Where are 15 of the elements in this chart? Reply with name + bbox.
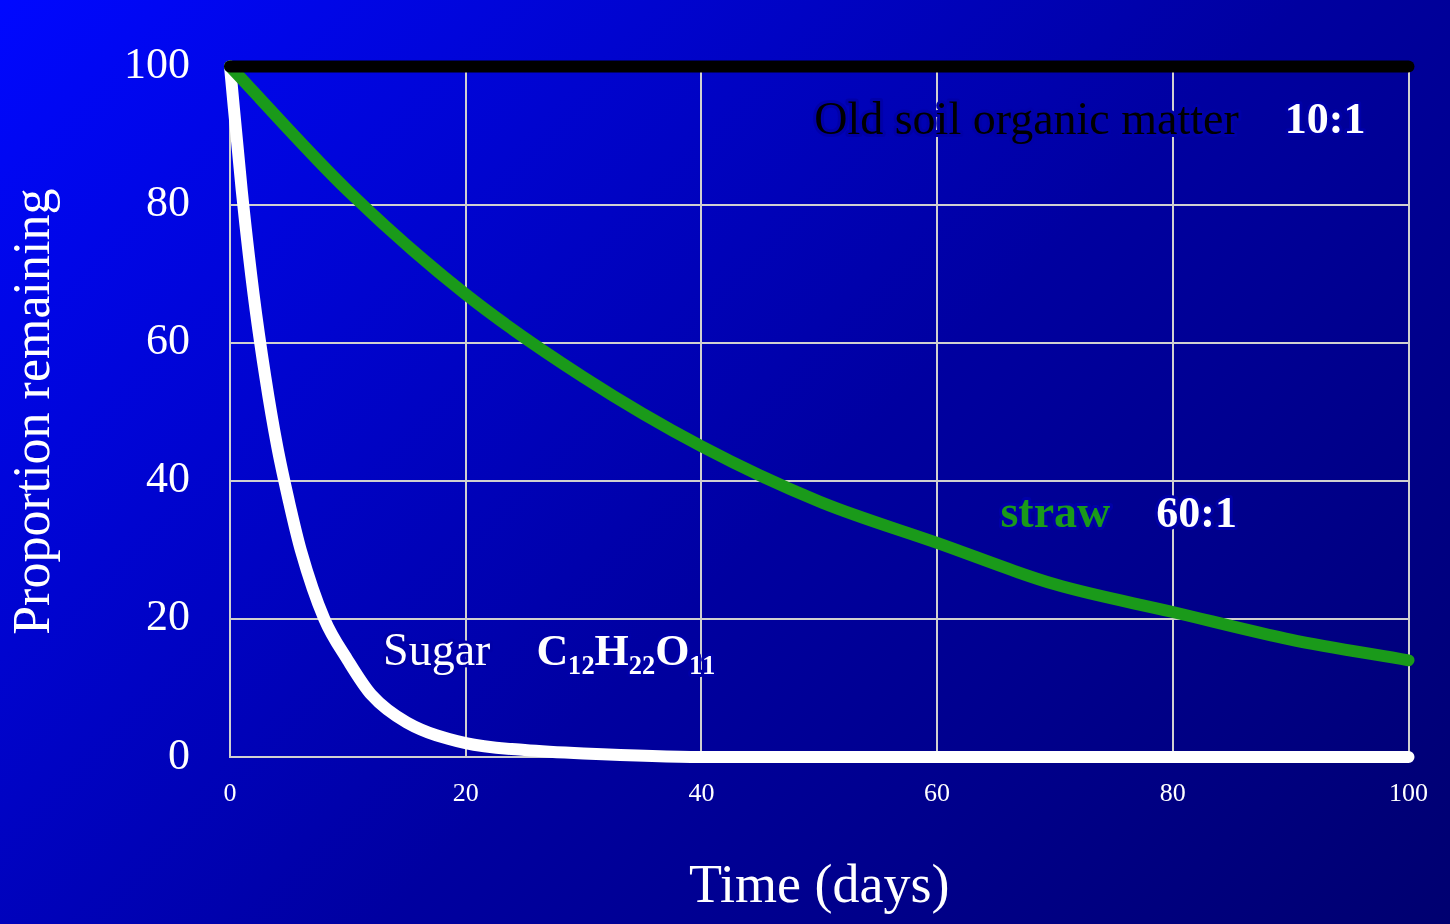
x-tick-label: 20 [452,778,479,808]
y-tick-label: 20 [146,591,190,641]
series-label: straw [1000,486,1111,538]
x-tick-label: 40 [688,778,715,808]
y-tick-label: 40 [146,453,190,503]
y-axis-title: Proportion remaining [2,188,60,635]
x-tick-label: 80 [1159,778,1186,808]
x-tick-label: 0 [223,778,237,808]
x-axis-title: Time (days) [688,853,950,914]
x-tick-label: 100 [1389,778,1428,808]
y-tick-label: 80 [146,177,190,227]
y-tick-label: 60 [146,315,190,365]
x-tick-label: 60 [924,778,951,808]
annotation: 10:1 [1284,94,1366,144]
y-tick-label: 100 [124,38,190,88]
